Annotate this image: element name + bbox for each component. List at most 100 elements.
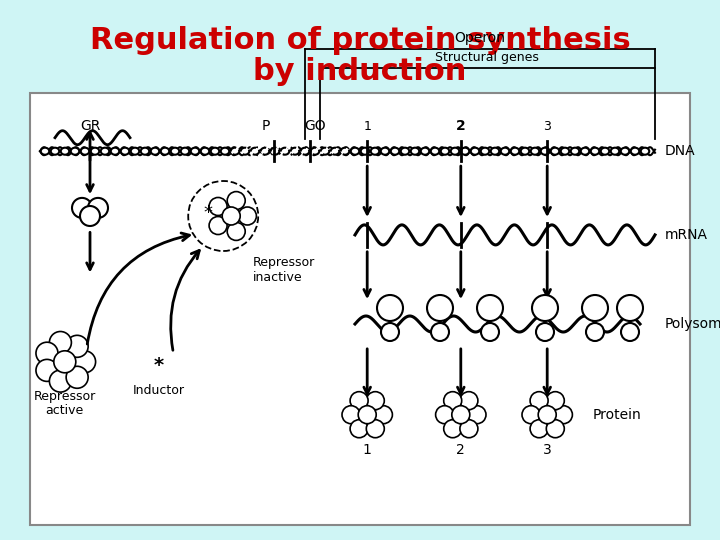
- Circle shape: [546, 392, 564, 410]
- Ellipse shape: [391, 148, 400, 154]
- Circle shape: [222, 207, 240, 225]
- Circle shape: [536, 323, 554, 341]
- FancyArrowPatch shape: [87, 233, 189, 344]
- Ellipse shape: [240, 148, 249, 154]
- Ellipse shape: [91, 148, 99, 154]
- Circle shape: [381, 323, 399, 341]
- Ellipse shape: [500, 148, 509, 154]
- Text: *: *: [204, 204, 212, 222]
- Circle shape: [586, 323, 604, 341]
- Circle shape: [350, 392, 368, 410]
- Ellipse shape: [171, 148, 179, 154]
- Ellipse shape: [311, 148, 319, 154]
- Circle shape: [66, 366, 88, 388]
- Text: mRNA: mRNA: [665, 228, 708, 242]
- Circle shape: [460, 392, 478, 410]
- Ellipse shape: [471, 148, 480, 154]
- Ellipse shape: [150, 148, 159, 154]
- Text: Inductor: Inductor: [132, 384, 184, 397]
- Ellipse shape: [581, 148, 589, 154]
- Ellipse shape: [431, 148, 439, 154]
- Circle shape: [66, 335, 88, 357]
- Circle shape: [342, 406, 360, 424]
- Ellipse shape: [191, 148, 199, 154]
- Ellipse shape: [60, 148, 69, 154]
- Text: inactive: inactive: [253, 271, 303, 284]
- Ellipse shape: [101, 148, 109, 154]
- Ellipse shape: [521, 148, 529, 154]
- Circle shape: [54, 351, 76, 373]
- Circle shape: [522, 406, 540, 424]
- Text: Polysome: Polysome: [665, 317, 720, 331]
- Ellipse shape: [451, 148, 459, 154]
- Text: 2: 2: [456, 119, 466, 133]
- Ellipse shape: [230, 148, 239, 154]
- Ellipse shape: [420, 148, 429, 154]
- Ellipse shape: [41, 148, 49, 154]
- Circle shape: [209, 198, 227, 215]
- Circle shape: [617, 295, 643, 321]
- Ellipse shape: [71, 148, 79, 154]
- Ellipse shape: [611, 148, 619, 154]
- Circle shape: [377, 295, 403, 321]
- Ellipse shape: [361, 148, 369, 154]
- Ellipse shape: [641, 148, 649, 154]
- Ellipse shape: [251, 148, 259, 154]
- Ellipse shape: [371, 148, 379, 154]
- Circle shape: [546, 420, 564, 438]
- Ellipse shape: [621, 148, 629, 154]
- Circle shape: [80, 206, 100, 226]
- Circle shape: [374, 406, 392, 424]
- Circle shape: [444, 420, 462, 438]
- Circle shape: [477, 295, 503, 321]
- Circle shape: [238, 207, 256, 225]
- Circle shape: [532, 295, 558, 321]
- Ellipse shape: [131, 148, 139, 154]
- Ellipse shape: [401, 148, 409, 154]
- Circle shape: [554, 406, 572, 424]
- Text: GO: GO: [304, 119, 325, 133]
- Circle shape: [530, 392, 548, 410]
- Text: DNA: DNA: [665, 144, 696, 158]
- Circle shape: [452, 406, 470, 424]
- FancyArrowPatch shape: [171, 251, 199, 350]
- Ellipse shape: [441, 148, 449, 154]
- Text: 3: 3: [543, 443, 552, 457]
- Ellipse shape: [211, 148, 220, 154]
- Ellipse shape: [551, 148, 559, 154]
- Circle shape: [468, 406, 486, 424]
- Circle shape: [73, 351, 96, 373]
- Ellipse shape: [600, 148, 609, 154]
- Text: Operon: Operon: [454, 31, 505, 45]
- Circle shape: [427, 295, 453, 321]
- Bar: [30, 93, 690, 525]
- Ellipse shape: [161, 148, 169, 154]
- Circle shape: [431, 323, 449, 341]
- Ellipse shape: [561, 148, 570, 154]
- Circle shape: [366, 392, 384, 410]
- Circle shape: [72, 198, 92, 218]
- Ellipse shape: [221, 148, 229, 154]
- Circle shape: [228, 192, 246, 210]
- Ellipse shape: [461, 148, 469, 154]
- Ellipse shape: [121, 148, 130, 154]
- Circle shape: [228, 222, 246, 240]
- Ellipse shape: [541, 148, 549, 154]
- Text: Repressor: Repressor: [253, 256, 315, 269]
- Circle shape: [350, 420, 368, 438]
- Ellipse shape: [320, 148, 329, 154]
- Ellipse shape: [50, 148, 59, 154]
- Circle shape: [621, 323, 639, 341]
- Text: Regulation of protein synthesis: Regulation of protein synthesis: [89, 26, 631, 55]
- Ellipse shape: [631, 148, 639, 154]
- Circle shape: [188, 181, 258, 251]
- Ellipse shape: [330, 148, 339, 154]
- Circle shape: [436, 406, 454, 424]
- Circle shape: [88, 198, 108, 218]
- Ellipse shape: [111, 148, 120, 154]
- Ellipse shape: [341, 148, 349, 154]
- Ellipse shape: [381, 148, 390, 154]
- Circle shape: [366, 420, 384, 438]
- Circle shape: [530, 420, 548, 438]
- Text: 1: 1: [364, 120, 371, 133]
